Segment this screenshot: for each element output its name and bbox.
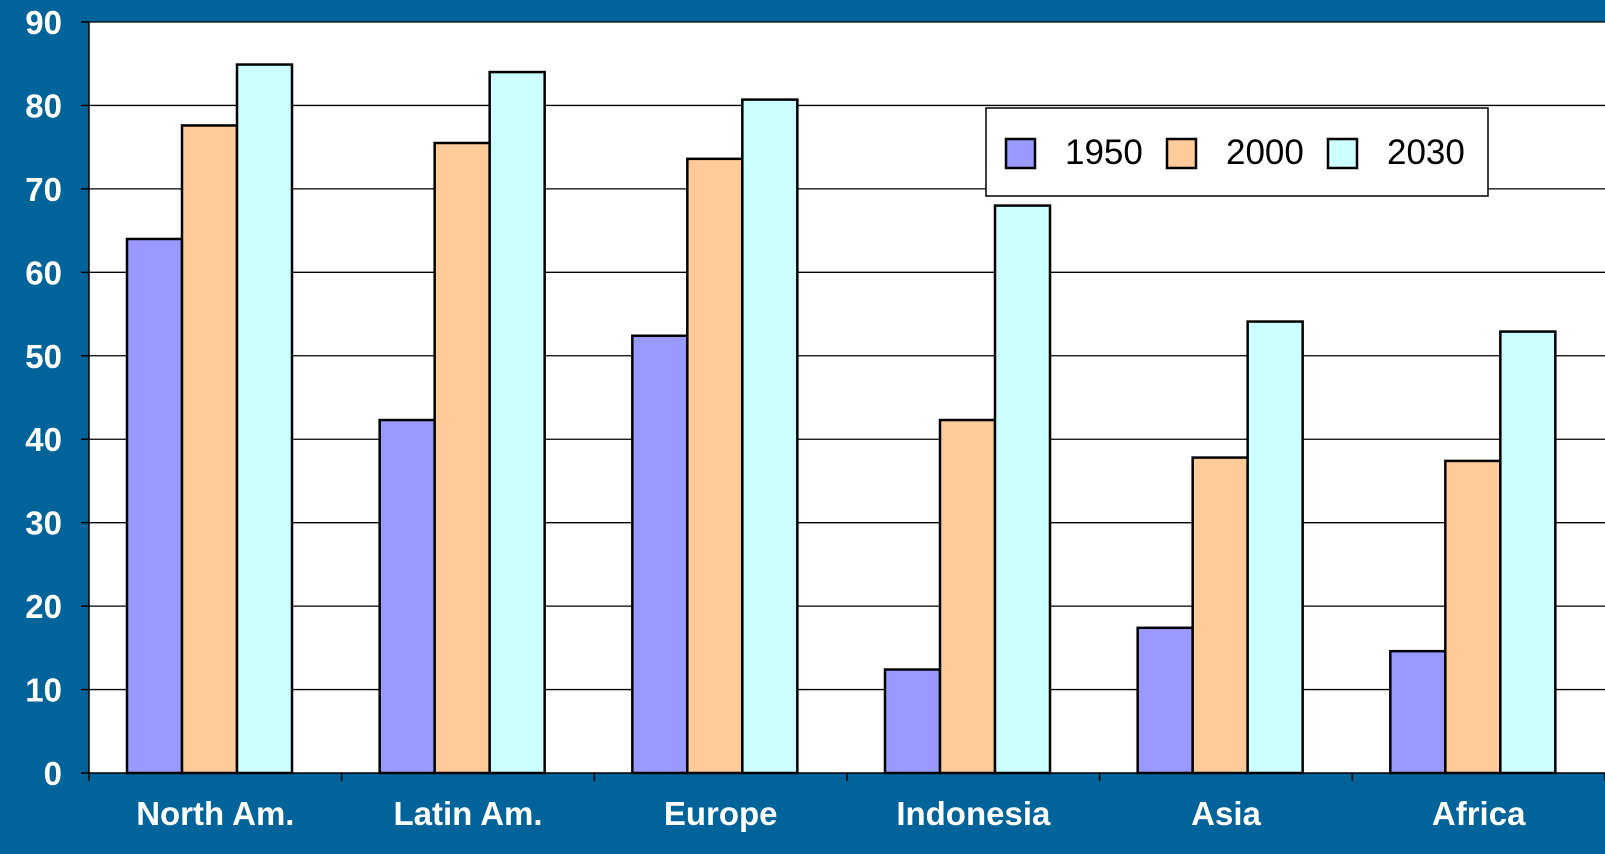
legend-label: 2030: [1387, 133, 1465, 172]
y-tick-label: 60: [25, 254, 62, 291]
bar: [1246, 320, 1304, 775]
bar: [1191, 456, 1249, 775]
bar: [993, 204, 1052, 775]
x-tick-labels: North Am. Latin Am. Europe Indonesia Asia Afr…: [136, 795, 1526, 832]
x-tick-label: Africa: [1432, 795, 1526, 832]
bar: [488, 70, 546, 775]
legend-label: 2000: [1226, 133, 1304, 172]
y-tick-label: 0: [44, 755, 62, 792]
bar: [378, 418, 436, 775]
x-tick-label: North Am.: [136, 795, 294, 832]
x-tick-label: Indonesia: [896, 795, 1051, 832]
y-tick-label: 50: [25, 338, 62, 375]
legend-swatch: [1326, 137, 1359, 170]
bar: [125, 237, 184, 775]
legend-box: [985, 107, 1489, 197]
y-tick-label: 10: [25, 672, 62, 709]
y-tick-labels: 0 10 20 30 40 50 60 70 80 90: [25, 4, 62, 792]
bar: [180, 124, 239, 775]
legend-swatch: [1004, 137, 1037, 170]
bar: [433, 141, 491, 775]
bar: [686, 157, 744, 775]
y-tick-label: 20: [25, 588, 62, 625]
legend-label: 1950: [1065, 133, 1143, 172]
legend-swatch: [1165, 137, 1198, 170]
x-tick-label: Europe: [664, 795, 778, 832]
bar: [1444, 459, 1502, 775]
bar: [1389, 649, 1447, 775]
y-tick-label: 30: [25, 505, 62, 542]
bar: [1136, 626, 1194, 775]
bar: [631, 334, 689, 775]
y-tick-label: 90: [25, 4, 62, 41]
axes: [81, 21, 1605, 781]
y-tick-label: 80: [25, 87, 62, 124]
y-tick-label: 40: [25, 421, 62, 458]
x-tick-label: Asia: [1191, 795, 1261, 832]
bar: [1499, 330, 1557, 775]
y-tick-label: 70: [25, 171, 62, 208]
bar: [883, 668, 942, 775]
legend: 1950 2000 2030: [985, 107, 1489, 197]
bars: [125, 63, 1557, 775]
bar: [235, 63, 294, 775]
x-tick-label: Latin Am.: [393, 795, 542, 832]
bar: [938, 418, 997, 775]
bar: [741, 98, 799, 775]
